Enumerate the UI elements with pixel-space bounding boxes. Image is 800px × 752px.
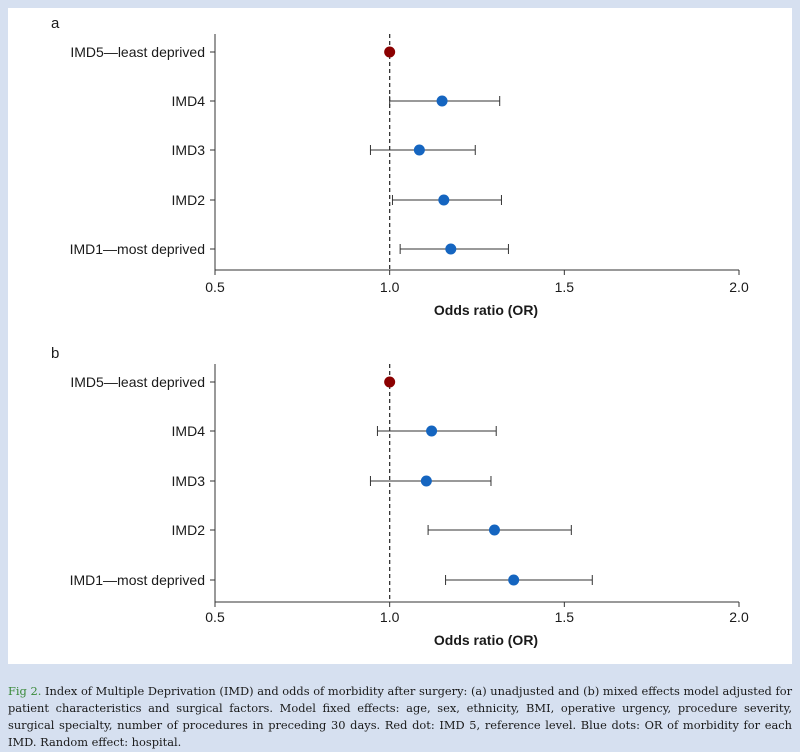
forest-panel-a: a 0.5 1.0 1.5 2.0 Odds ratio (OR) IMD5—least d… xyxy=(51,15,749,318)
category-label: IMD2 xyxy=(172,192,206,208)
estimate-dot xyxy=(426,425,438,437)
figure-panel: a 0.5 1.0 1.5 2.0 Odds ratio (OR) IMD5—least d… xyxy=(8,8,792,664)
category-label: IMD3 xyxy=(172,473,206,489)
panel-letter: b xyxy=(51,345,59,362)
x-tick-label: 1.5 xyxy=(555,609,575,625)
estimate-dot xyxy=(436,95,448,107)
estimate-dot xyxy=(413,144,425,156)
x-axis-title: Odds ratio (OR) xyxy=(434,632,538,648)
x-tick-label: 1.0 xyxy=(380,609,400,625)
reference-dot xyxy=(384,46,396,58)
x-tick-label: 0.5 xyxy=(205,609,225,625)
x-tick-label: 2.0 xyxy=(729,279,749,295)
x-tick-label: 2.0 xyxy=(729,609,749,625)
estimate-dot xyxy=(420,475,432,487)
caption-text: Index of Multiple Deprivation (IMD) and … xyxy=(8,684,793,749)
estimate-dot xyxy=(488,524,500,536)
category-label: IMD3 xyxy=(172,142,206,158)
panel-letter: a xyxy=(51,15,60,32)
category-label: IMD1—most deprived xyxy=(70,241,205,257)
reference-dot xyxy=(384,376,396,388)
category-label: IMD4 xyxy=(172,423,206,439)
estimate-dot xyxy=(438,194,450,206)
category-label: IMD1—most deprived xyxy=(70,572,205,588)
estimate-dot xyxy=(508,574,520,586)
forest-plot-figure: a 0.5 1.0 1.5 2.0 Odds ratio (OR) IMD5—least d… xyxy=(51,15,749,648)
x-tick-label: 1.0 xyxy=(380,279,400,295)
caption-label: Fig 2. xyxy=(8,684,42,698)
category-label: IMD5—least deprived xyxy=(70,44,205,60)
forest-panel-b: b 0.5 1.0 1.5 2.0 Odds ratio (OR) IMD5—least d… xyxy=(51,345,749,648)
x-tick-label: 0.5 xyxy=(205,279,225,295)
category-label: IMD5—least deprived xyxy=(70,374,205,390)
estimate-dot xyxy=(445,243,457,255)
figure-caption: Fig 2. Index of Multiple Deprivation (IM… xyxy=(8,683,792,751)
category-label: IMD2 xyxy=(172,522,206,538)
x-axis-title: Odds ratio (OR) xyxy=(434,302,538,318)
category-label: IMD4 xyxy=(172,93,206,109)
x-tick-label: 1.5 xyxy=(555,279,575,295)
